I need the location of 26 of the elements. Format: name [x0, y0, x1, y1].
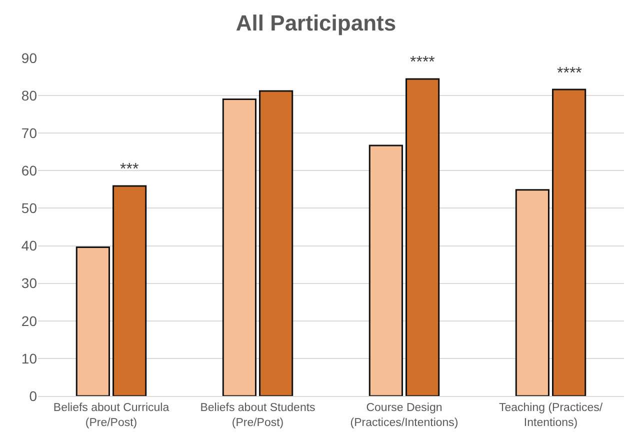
y-tick-label: 90 — [21, 50, 38, 66]
y-tick-label: 10 — [21, 350, 38, 366]
x-tick-label: Beliefs about Curricula (Pre/Post) — [53, 402, 170, 429]
x-tick-label: Course Design (Practices/Intentions) — [350, 402, 458, 429]
chart-title: All Participants — [236, 10, 396, 36]
bar — [368, 144, 403, 396]
y-tick-label: 40 — [21, 238, 38, 254]
y-tick-label: 80 — [21, 87, 38, 104]
y-tick-label: 0 — [29, 388, 38, 404]
bar — [112, 185, 147, 396]
bar — [222, 98, 256, 396]
y-tick-label: 20 — [21, 312, 38, 329]
bar — [76, 246, 110, 396]
bar — [552, 88, 586, 396]
annotation: **** — [557, 65, 582, 82]
x-tick-label: Beliefs about Students (Pre/Post) — [200, 402, 316, 429]
y-tick-label: 50 — [21, 200, 38, 216]
y-tick-label: 70 — [21, 125, 38, 142]
bar — [259, 90, 294, 396]
y-tick-label: 30 — [21, 275, 38, 292]
bar — [515, 189, 550, 396]
x-tick-label: Teaching (Practices/ Intentions) — [498, 402, 604, 429]
annotation: *** — [120, 161, 139, 178]
y-tick-label: 60 — [21, 162, 38, 179]
annotation: **** — [410, 54, 435, 71]
bar — [406, 78, 440, 396]
